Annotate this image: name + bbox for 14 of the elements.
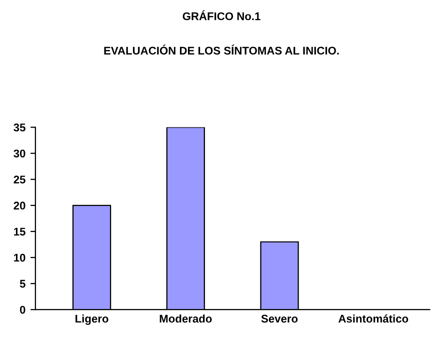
y-tick-label: 30 bbox=[14, 150, 26, 158]
y-tick-label: 0 bbox=[20, 306, 26, 314]
y-tick-label: 25 bbox=[14, 176, 26, 184]
y-tick-label: 10 bbox=[14, 254, 26, 262]
y-tick-label: 15 bbox=[14, 228, 26, 236]
x-tick-label: Moderado bbox=[160, 314, 212, 323]
x-tick-label: Asintomático bbox=[338, 314, 408, 323]
chart-subtitle: EVALUACIÓN DE LOS SÍNTOMAS AL INICIO. bbox=[104, 44, 339, 55]
x-tick-label: Severo bbox=[261, 314, 298, 323]
x-tick-label: Ligero bbox=[76, 314, 108, 325]
y-tick-label: 20 bbox=[14, 202, 26, 210]
y-tick-label: 35 bbox=[14, 124, 26, 132]
y-tick-label: 5 bbox=[20, 280, 26, 288]
chart-title: GRÁFICO No.1 bbox=[182, 10, 260, 20]
